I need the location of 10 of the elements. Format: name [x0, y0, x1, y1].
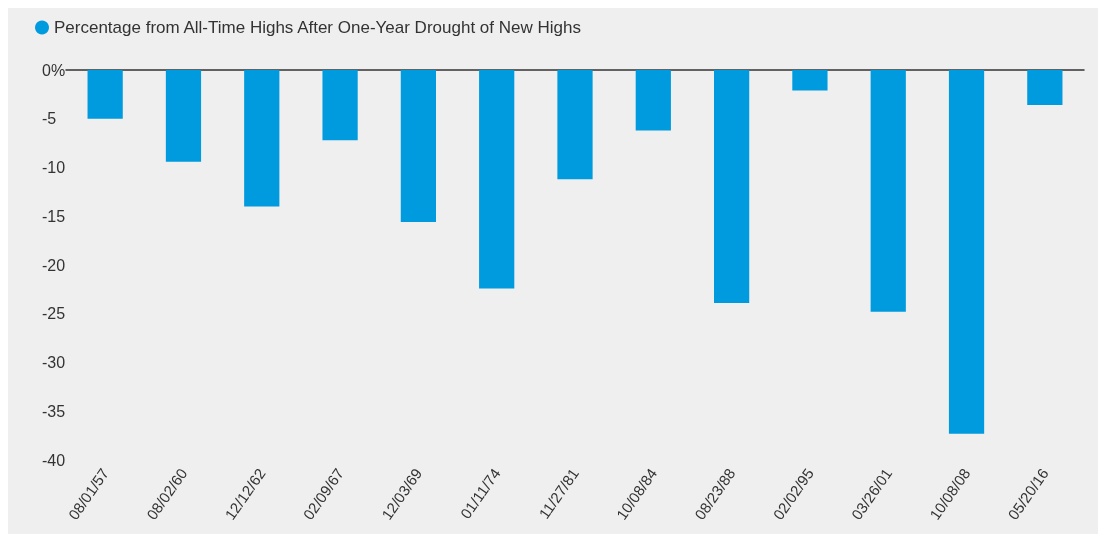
y-tick-label: -5: [42, 110, 57, 128]
y-tick-label: -40: [42, 451, 66, 469]
y-tick-label: -25: [42, 305, 66, 323]
y-tick-label: -30: [42, 354, 66, 371]
y-tick-label: -15: [42, 207, 66, 225]
y-tick-label: -35: [42, 402, 66, 420]
legend-label: Percentage from All-Time Highs After One-Year Drought of New Highs: [54, 18, 581, 37]
y-tick-label: 0%: [42, 61, 66, 79]
y-tick-label: -10: [42, 159, 66, 176]
y-tick-label: -20: [42, 256, 66, 274]
